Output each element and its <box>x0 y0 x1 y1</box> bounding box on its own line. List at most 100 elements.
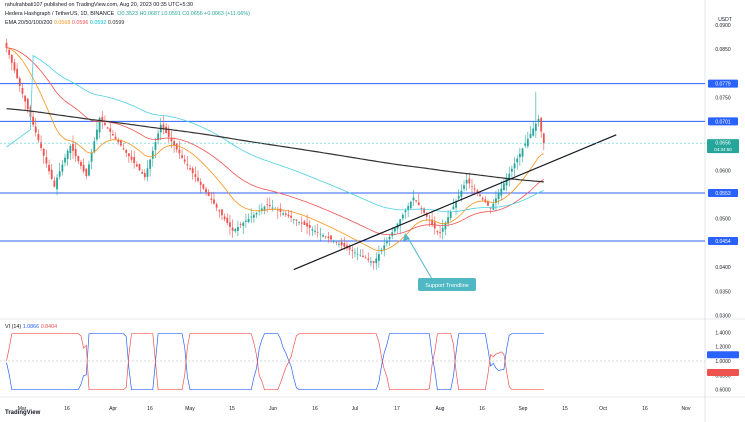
candle-body <box>151 150 154 159</box>
candle-body <box>378 254 380 261</box>
vi-minus-value: 0.8404 <box>40 324 58 330</box>
candle-body <box>186 164 189 166</box>
candle-body <box>98 117 101 133</box>
candle-body <box>300 222 303 224</box>
candle-body <box>72 143 74 151</box>
candle-body <box>463 185 465 189</box>
candle-body <box>252 214 255 218</box>
x-tick-2: Apr <box>109 406 117 412</box>
x-tick-10: Aug <box>436 406 445 412</box>
candle-body <box>45 157 48 164</box>
candle-body <box>16 68 19 79</box>
candle-body <box>306 223 308 227</box>
candle-body <box>271 207 274 209</box>
candle-body <box>191 168 194 174</box>
candle-body <box>385 240 388 244</box>
x-tick-6: Jun <box>269 406 277 412</box>
candle-body <box>202 184 205 189</box>
candle-body <box>189 168 191 170</box>
candle-body <box>447 217 449 224</box>
candle-body <box>332 240 335 242</box>
y-tick-10: 0.0400 <box>715 265 731 271</box>
vi-label: VI (14) <box>5 324 22 330</box>
ema100-value: 0.0592 <box>89 20 107 26</box>
annotation-box <box>418 278 476 291</box>
candle-body <box>50 169 53 179</box>
candle-body <box>508 173 511 181</box>
x-tick-0: Mar <box>18 406 27 412</box>
candle-body <box>149 159 152 169</box>
symbol-line: Hedera Hashgraph / TetherUS, 1D, BINANCE… <box>5 11 250 17</box>
candle-body <box>479 194 481 196</box>
ema-label: EMA 20/50/100/200 <box>5 20 53 26</box>
candle-body <box>487 201 489 206</box>
candle-body <box>441 227 444 232</box>
candle-body <box>122 148 125 150</box>
candle-body <box>311 229 314 231</box>
candle-body <box>417 202 420 206</box>
candle-body <box>181 155 183 158</box>
vi-plus-line <box>6 333 544 391</box>
candle-body <box>130 156 133 160</box>
ema100-line <box>6 54 544 213</box>
candle-body <box>455 201 457 208</box>
candle-body <box>218 210 221 212</box>
vi-tick-4: 0.6000 <box>715 388 731 394</box>
annotation-text: Support Trendline <box>425 283 468 289</box>
tradingview-logo: TradingView <box>5 410 40 416</box>
candle-body <box>197 177 199 181</box>
x-tick-5: 15 <box>229 406 235 412</box>
candle-body <box>90 152 93 162</box>
candle-body <box>372 261 375 263</box>
ema50-value: 0.0596 <box>71 20 89 26</box>
candle-body <box>154 142 157 150</box>
candle-body <box>324 236 327 237</box>
y-tick-7: 0.0553 <box>715 191 731 197</box>
candle-body <box>338 243 340 245</box>
candle-body <box>433 222 436 229</box>
candle-body <box>393 227 396 232</box>
candle-body <box>250 216 253 218</box>
candle-body <box>96 129 98 140</box>
candle-body <box>388 236 391 240</box>
candle-body <box>133 157 136 163</box>
x-tick-4: May <box>185 406 195 412</box>
candle-body <box>537 118 540 123</box>
candle-body <box>364 257 367 259</box>
candle-body <box>117 139 120 143</box>
y-tick-0: 0.0900 <box>715 23 731 29</box>
candle-body <box>234 228 237 232</box>
candle-body <box>88 164 90 176</box>
candle-body <box>439 232 441 234</box>
candle-body <box>127 153 130 157</box>
y-tick-1: 0.0850 <box>715 47 731 53</box>
candle-body <box>207 192 210 196</box>
candle-body <box>165 126 167 133</box>
candle-body <box>69 146 72 154</box>
candle-body <box>497 193 500 199</box>
candle-body <box>540 117 543 132</box>
candle-body <box>359 255 362 257</box>
candle-body <box>308 224 311 228</box>
candle-body <box>24 95 27 102</box>
candle-body <box>404 210 407 213</box>
candle-body <box>521 148 524 157</box>
candle-body <box>29 106 32 117</box>
y-tick-12: 0.0300 <box>715 314 731 320</box>
candle-body <box>56 177 58 190</box>
x-tick-14: Oct <box>599 406 607 412</box>
x-tick-15: 16 <box>642 406 648 412</box>
candle-body <box>282 213 285 215</box>
candle-body <box>292 219 295 221</box>
candle-body <box>266 204 269 205</box>
publisher-line: rahulrahbati107 published on TradingView… <box>5 2 193 8</box>
candle-body <box>162 124 165 129</box>
ema200-line <box>6 108 544 183</box>
annotation-arrowhead <box>403 233 410 241</box>
candle-body <box>93 141 96 153</box>
candle-body <box>340 242 343 246</box>
candle-body <box>109 128 112 132</box>
candle-body <box>356 254 359 255</box>
candle-body <box>542 133 545 144</box>
y-tick-4: 0.0701 <box>715 119 731 125</box>
